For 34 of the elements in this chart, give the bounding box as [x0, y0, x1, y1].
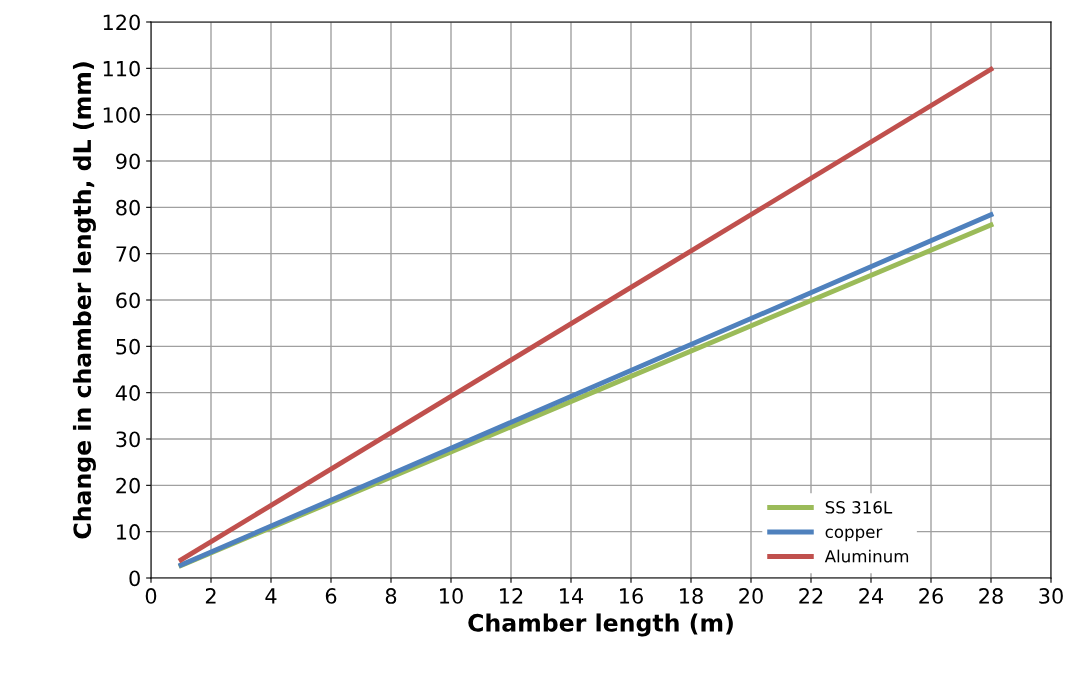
x-tick-label: 26	[919, 588, 943, 604]
y-tick-label: 90	[116, 153, 140, 170]
y-tick-label: 60	[116, 292, 140, 309]
legend-label: Aluminum	[824, 549, 909, 563]
y-tick-label: 50	[116, 338, 140, 355]
y-tick-label: 20	[116, 477, 140, 494]
x-tick-label: 28	[979, 588, 1003, 604]
x-tick-label: 20	[739, 588, 763, 604]
legend-label: copper	[825, 528, 883, 542]
x-tick-label: 24	[859, 588, 884, 604]
y-tick-label: 40	[115, 385, 140, 401]
x-tick-label: 6	[325, 588, 337, 604]
y-tick-label: 80	[116, 199, 140, 216]
legend-label: SS 316L	[825, 501, 893, 514]
x-tick-label: 30	[1039, 588, 1063, 604]
y-tick-label: 110	[103, 60, 140, 77]
y-tick-label: 30	[116, 431, 140, 448]
x-axis-title: Chamber length (m)	[468, 613, 733, 637]
x-tick-label: 18	[680, 588, 703, 604]
x-tick-label: 8	[385, 588, 397, 604]
x-tick-label: 12	[500, 588, 523, 604]
y-tick-label: 10	[117, 524, 140, 540]
x-tick-label: 14	[560, 588, 584, 604]
y-axis-title: Change in chamber length, dL (mm)	[72, 62, 96, 539]
x-tick-label: 22	[799, 588, 823, 604]
x-tick-label: 10	[440, 588, 463, 604]
y-tick-label: 120	[103, 14, 140, 31]
x-tick-label: 4	[265, 588, 277, 604]
y-tick-label: 100	[103, 107, 140, 123]
y-tick-label: 70	[116, 246, 140, 262]
x-tick-label: 2	[205, 588, 216, 604]
x-tick-label: 16	[620, 588, 643, 604]
y-tick-label: 0	[129, 570, 140, 587]
x-tick-label: 0	[145, 588, 157, 604]
